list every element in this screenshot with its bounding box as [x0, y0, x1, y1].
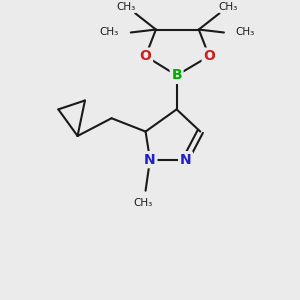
Text: N: N [180, 153, 191, 166]
Text: CH₃: CH₃ [133, 198, 152, 208]
Text: O: O [140, 49, 152, 63]
Text: CH₃: CH₃ [219, 2, 238, 12]
Text: O: O [203, 49, 215, 63]
Text: CH₃: CH₃ [117, 2, 136, 12]
Text: CH₃: CH₃ [236, 28, 255, 38]
Text: CH₃: CH₃ [100, 28, 119, 38]
Text: B: B [171, 68, 182, 83]
Text: N: N [144, 153, 156, 166]
